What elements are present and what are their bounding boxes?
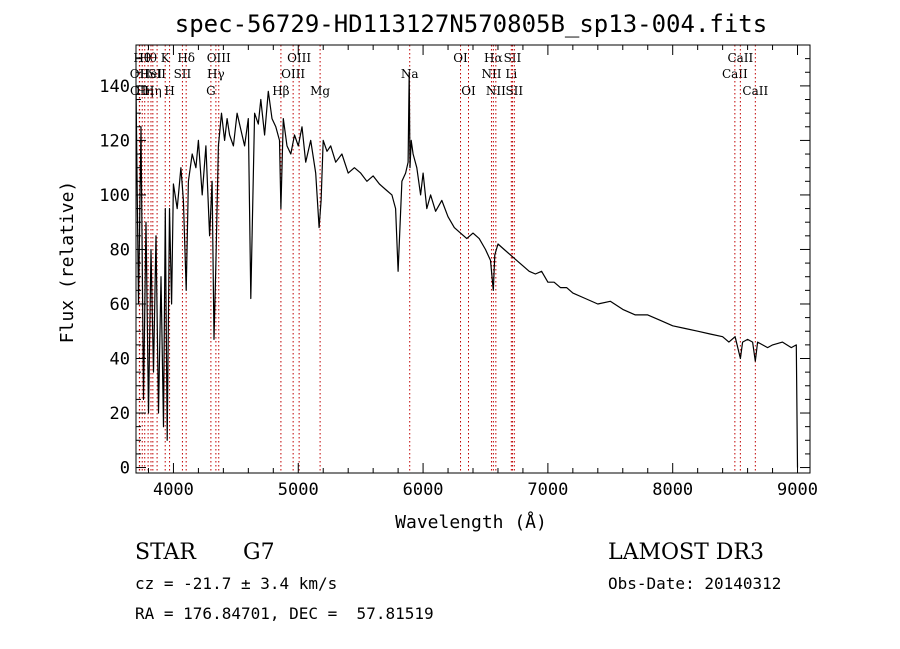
y-tick-label-0: 0 (120, 459, 130, 479)
spectrum-series (135, 71, 799, 468)
line-marker-label-2: Hθ (133, 51, 151, 65)
survey-name: LAMOST DR3 (608, 540, 764, 565)
line-marker-label-11: Hδ (177, 51, 195, 65)
series-line-0 (135, 71, 799, 468)
x-tick-label-5: 9000 (777, 480, 818, 500)
redshift-velocity: cz = -21.7 ± 3.4 km/s (135, 574, 338, 593)
line-marker-label-7: SII (148, 67, 166, 81)
line-marker-label-18: Mg (310, 84, 330, 98)
line-marker-label-10: SII (174, 67, 192, 81)
x-tick-label-0: 4000 (153, 480, 194, 500)
line-marker-label-29: CaII (727, 51, 753, 65)
line-marker-label-20: OI (453, 51, 468, 65)
line-marker-label-14: OIII (207, 51, 231, 65)
line-marker-label-17: OIII (287, 51, 311, 65)
y-tick-label-7: 140 (99, 77, 130, 97)
line-marker-label-22: NII (481, 67, 501, 81)
line-marker-label-30: CaII (742, 84, 768, 98)
observation-date: Obs-Date: 20140312 (608, 574, 782, 593)
line-marker-label-28: CaII (722, 67, 748, 81)
x-axis-label: Wavelength (Å) (395, 511, 547, 533)
line-marker-label-3: Hη (136, 84, 154, 98)
line-marker-label-26: SII (504, 51, 522, 65)
line-marker-label-24: NII (486, 84, 506, 98)
line-marker-label-23: Hα (484, 51, 503, 65)
x-tick-label-3: 7000 (527, 480, 568, 500)
x-tick-label-4: 8000 (652, 480, 693, 500)
axes: 4000 5000 6000 7000 8000 9000 0 20 40 60 80 100 120 1… (99, 44, 818, 500)
line-marker-label-25: Li (505, 67, 517, 81)
line-marker-label-12: G (206, 84, 216, 98)
y-tick-label-6: 120 (99, 131, 130, 151)
coordinates: RA = 176.84701, DEC = 57.81519 (135, 604, 434, 623)
x-tick-label-1: 5000 (278, 480, 319, 500)
line-marker-label-9: H (164, 84, 174, 98)
y-tick-label-1: 20 (110, 404, 130, 424)
line-marker-label-27: SII (505, 84, 523, 98)
line-marker-label-15: Hβ (272, 84, 289, 98)
y-axis-label: Flux (relative) (57, 181, 78, 344)
x-tick-label-2: 6000 (403, 480, 444, 500)
line-marker-label-13: Hγ (207, 67, 225, 81)
line-marker-label-8: K (161, 51, 171, 65)
line-marker-label-6: Hη (144, 84, 162, 98)
line-marker-label-21: OI (461, 84, 476, 98)
y-tick-label-2: 40 (110, 350, 130, 370)
line-markers: OIIOIIHθHηHθHeIHηSIIKHSIIHδGHγOIIIHβOIII… (130, 45, 768, 473)
object-subclass: G7 (243, 540, 275, 565)
y-tick-label-4: 80 (110, 240, 130, 260)
plot-frame (135, 44, 811, 474)
line-marker-label-4: Hθ (139, 51, 157, 65)
y-tick-label-3: 60 (110, 295, 130, 315)
y-tick-label-5: 100 (99, 186, 130, 206)
chart-title: spec-56729-HD113127N570805B_sp13-004.fit… (175, 10, 767, 38)
line-marker-label-16: OIII (281, 67, 305, 81)
object-class: STAR (135, 540, 196, 565)
